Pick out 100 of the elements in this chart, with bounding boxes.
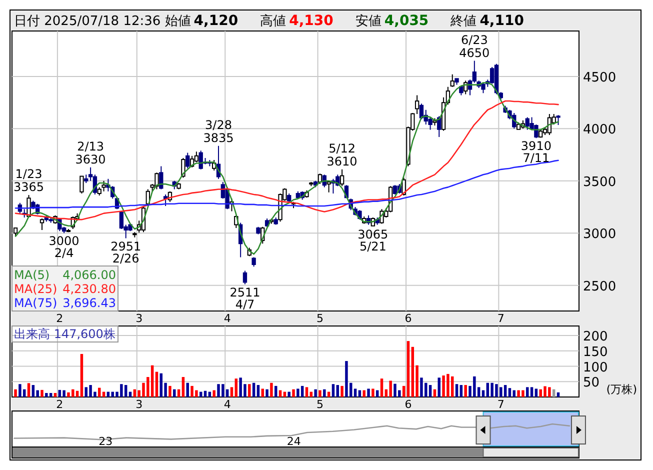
candlestick bbox=[494, 63, 499, 95]
y-tick-label: 150 bbox=[583, 344, 608, 360]
bar bbox=[256, 385, 260, 397]
candlestick bbox=[287, 192, 292, 204]
x-tick-label: 3 bbox=[136, 398, 143, 411]
bar bbox=[288, 392, 290, 397]
y-axis-title: (万株) bbox=[606, 383, 637, 396]
text: MA(5) bbox=[14, 268, 50, 282]
bar bbox=[266, 389, 268, 397]
bar bbox=[182, 377, 185, 397]
bar bbox=[336, 385, 340, 397]
candlestick bbox=[432, 118, 437, 126]
candlestick bbox=[309, 181, 314, 187]
candlestick bbox=[274, 216, 278, 226]
candlestick bbox=[48, 216, 53, 224]
bar bbox=[362, 390, 366, 397]
bar bbox=[389, 380, 392, 397]
bar bbox=[464, 385, 467, 397]
bar bbox=[278, 390, 282, 397]
bar bbox=[124, 385, 128, 397]
bar bbox=[450, 376, 454, 397]
bar bbox=[428, 385, 432, 397]
bar bbox=[367, 388, 370, 397]
candlestick bbox=[80, 175, 84, 194]
annotation: 3000 2/4 bbox=[48, 234, 80, 260]
x-tick-label: 6 bbox=[404, 312, 412, 325]
bar bbox=[482, 390, 485, 397]
bar bbox=[340, 386, 344, 397]
x-tick-label: 3 bbox=[136, 312, 143, 325]
bar bbox=[376, 390, 379, 397]
bar bbox=[168, 386, 172, 397]
bar bbox=[354, 388, 357, 397]
annotation: 5/12 3610 bbox=[326, 141, 358, 168]
bar bbox=[556, 392, 560, 397]
candlestick bbox=[318, 173, 322, 185]
x-tick-label: 2 bbox=[56, 398, 64, 411]
bar bbox=[234, 378, 238, 397]
bar bbox=[411, 346, 414, 397]
bar bbox=[455, 384, 458, 397]
candlestick bbox=[264, 218, 270, 228]
x-tick-label: 4 bbox=[224, 312, 231, 325]
bar bbox=[332, 384, 335, 397]
bar bbox=[508, 388, 512, 397]
candlestick bbox=[163, 194, 168, 206]
bar bbox=[406, 341, 410, 397]
bar bbox=[504, 385, 507, 397]
candlestick bbox=[450, 74, 454, 88]
y-tick-label: 200 bbox=[583, 330, 608, 345]
bar bbox=[534, 388, 538, 397]
bar bbox=[296, 388, 300, 397]
bar bbox=[292, 389, 295, 397]
annotation: 2/13 3630 bbox=[75, 139, 106, 166]
x-tick-label: 5 bbox=[316, 398, 324, 411]
candlestick bbox=[252, 256, 256, 268]
candlestick bbox=[454, 78, 459, 86]
annotation: 3/28 3835 bbox=[203, 118, 234, 145]
annotation: 3065 5/21 bbox=[358, 227, 388, 254]
bar bbox=[80, 354, 84, 397]
bar bbox=[261, 388, 264, 397]
candlestick bbox=[340, 168, 344, 187]
bar bbox=[40, 390, 44, 397]
candlestick bbox=[102, 180, 106, 192]
bar bbox=[186, 382, 189, 397]
y-tick-label: 2500 bbox=[583, 279, 616, 294]
text: MA(75) bbox=[14, 296, 58, 310]
annotation: 3,696.43 bbox=[62, 296, 116, 310]
x-tick-label: 7 bbox=[497, 398, 504, 411]
candlestick bbox=[414, 94, 420, 115]
bar bbox=[155, 372, 158, 397]
bar bbox=[323, 389, 326, 397]
bar bbox=[512, 390, 516, 397]
bar bbox=[18, 384, 22, 397]
candlestick bbox=[66, 228, 71, 233]
bar bbox=[530, 387, 534, 397]
bar bbox=[204, 390, 207, 397]
bar bbox=[62, 390, 66, 397]
bar bbox=[270, 382, 273, 397]
bar bbox=[76, 390, 79, 397]
candlestick bbox=[296, 190, 300, 200]
annotation: 2511 4/7 bbox=[230, 285, 260, 312]
bar bbox=[49, 393, 52, 397]
x-tick-label: 7 bbox=[497, 312, 504, 325]
x-tick-label: 6 bbox=[404, 398, 412, 411]
candlestick bbox=[538, 129, 543, 138]
candlestick bbox=[392, 184, 398, 196]
bar bbox=[248, 384, 251, 397]
bar bbox=[150, 365, 154, 397]
x-tick-label: 24 bbox=[286, 435, 301, 448]
bar bbox=[358, 390, 362, 397]
annotation: 6/23 4650 bbox=[459, 32, 490, 60]
bar bbox=[14, 389, 17, 397]
bar bbox=[212, 390, 216, 397]
candlestick bbox=[159, 166, 164, 190]
x-tick-label: 4 bbox=[224, 398, 231, 411]
chart-title: 出来高 147,600株 bbox=[14, 327, 116, 341]
bar bbox=[460, 385, 463, 397]
annotation: 4,230.80 bbox=[62, 282, 116, 296]
bar bbox=[58, 390, 62, 397]
bar bbox=[345, 361, 348, 397]
bar bbox=[372, 388, 374, 397]
